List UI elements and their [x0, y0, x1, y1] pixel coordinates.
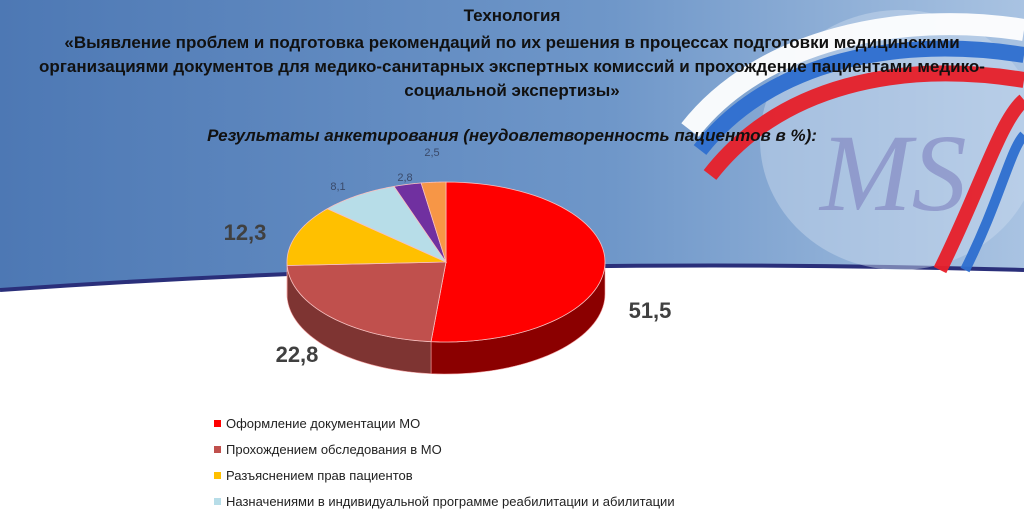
legend-item: Прохождением обследования в МО [214, 436, 675, 462]
legend-swatch [214, 498, 221, 505]
data-label: 12,3 [224, 220, 267, 245]
data-label: 2,5 [424, 147, 439, 159]
legend-swatch [214, 472, 221, 479]
chart-legend: Оформление документации МО Прохождением … [214, 410, 675, 514]
data-label: 8,1 [330, 181, 345, 193]
legend-item: Оформление документации МО [214, 410, 675, 436]
data-label: 2,8 [397, 172, 412, 184]
legend-swatch [214, 420, 221, 427]
legend-label: Разъяснением прав пациентов [226, 468, 413, 483]
data-label: 51,5 [629, 298, 672, 323]
legend-label: Назначениями в индивидуальной программе … [226, 494, 675, 509]
legend-item: Назначениями в индивидуальной программе … [214, 488, 675, 514]
data-label: 22,8 [276, 342, 319, 367]
legend-swatch [214, 446, 221, 453]
legend-label: Оформление документации МО [226, 416, 420, 431]
legend-item: Разъяснением прав пациентов [214, 462, 675, 488]
legend-label: Прохождением обследования в МО [226, 442, 442, 457]
